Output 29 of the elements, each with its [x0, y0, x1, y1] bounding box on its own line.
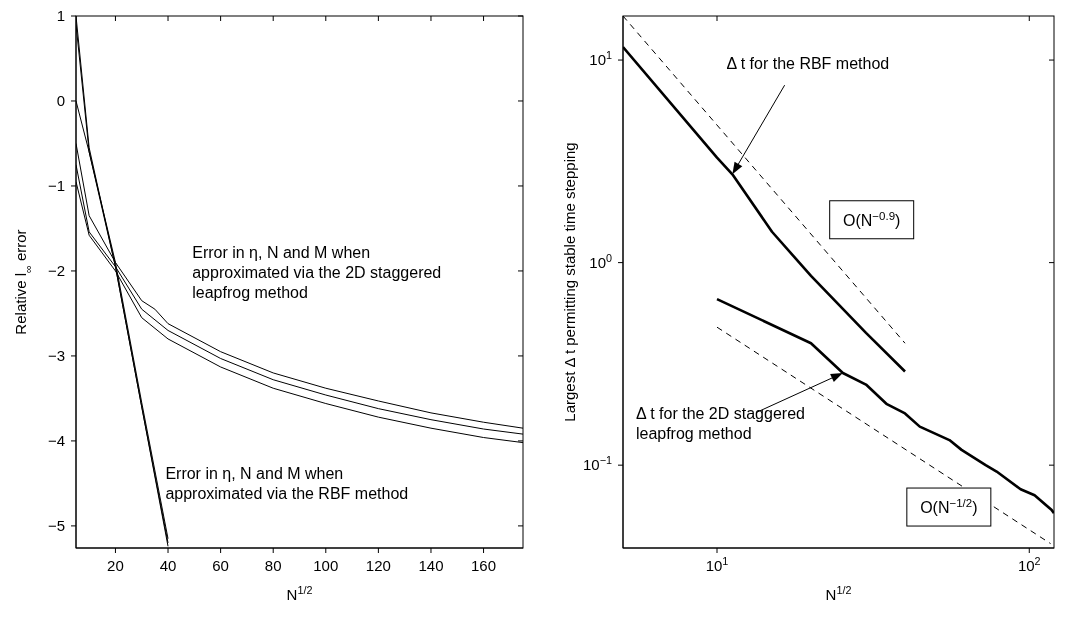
y-axis-title: Largest Δ t permitting stable time stepping	[561, 142, 578, 422]
x-tick-label: 140	[418, 557, 444, 574]
y-tick-label: −2	[47, 261, 65, 279]
y-tick-label: −4	[47, 431, 65, 449]
x-axis-title: N$^{1/2}$	[286, 584, 313, 603]
y-tick-label: 10$^{−1}$	[583, 454, 612, 474]
x-axis-title: N$^{1/2}$	[825, 584, 852, 603]
x-tick-label: 10$^{1}$	[705, 555, 729, 574]
y-tick-label: −3	[47, 346, 65, 364]
y-tick-label: −5	[47, 516, 65, 534]
x-tick-label: 40	[159, 557, 177, 574]
y-tick-label: 10$^{1}$	[589, 49, 612, 69]
y-tick-label: 0	[56, 91, 65, 109]
annotation: Error in η, N and M when approximated via the 2D staggered leapfrog method	[192, 244, 442, 302]
annotation: O(N$^{−1/2}$)	[920, 497, 978, 517]
x-tick-label: 160	[471, 557, 497, 574]
x-tick-label: 120	[365, 557, 391, 574]
y-tick-label: 1	[56, 7, 65, 24]
y-tick-label: 10$^{0}$	[589, 251, 612, 271]
x-tick-label: 80	[264, 557, 282, 574]
x-tick-label: 100	[313, 557, 339, 574]
annotation: Δ t for the RBF method	[726, 55, 890, 73]
x-tick-label: 20	[107, 557, 124, 574]
x-tick-label: 10$^{2}$	[1017, 555, 1041, 574]
x-tick-label: 60	[212, 557, 229, 574]
y-tick-label: −1	[47, 176, 65, 194]
annotation: Δ t for the 2D staggered leapfrog method	[635, 404, 805, 442]
annotation: Error in η, N and M when approximated via the RBF method	[165, 464, 409, 502]
annotation: O(N$^{−0.9}$)	[842, 209, 901, 229]
